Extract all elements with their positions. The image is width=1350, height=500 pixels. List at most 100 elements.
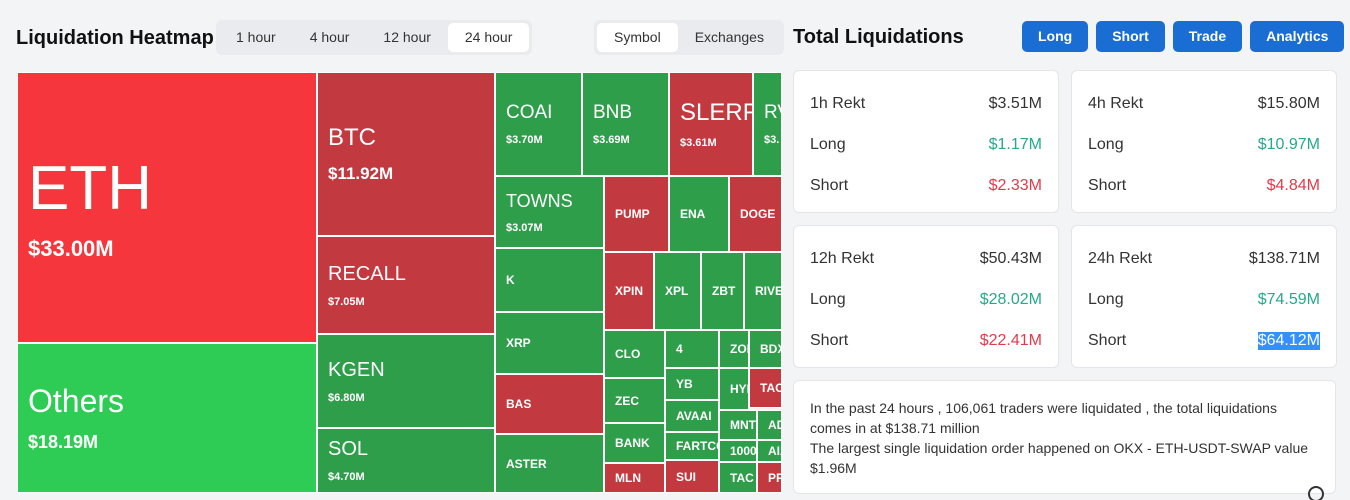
heatmap-tile[interactable]: ETH $33.00M [17, 72, 317, 343]
tile-label: COAI [506, 102, 553, 123]
tab[interactable]: 12 hour [383, 29, 431, 45]
heatmap-tile[interactable]: AVAAI [665, 400, 719, 432]
view-toggle: Symbol Exchanges [594, 20, 784, 55]
heatmap-tile[interactable]: XRP [495, 312, 604, 374]
heatmap-tile[interactable]: BNB $3.69M [582, 72, 669, 176]
row-value: $1.17M [988, 135, 1042, 153]
tile-label: ZOR [730, 342, 748, 356]
heatmap-tile[interactable]: COAI $3.70M [495, 72, 582, 176]
tile-value: $3.07M [506, 221, 543, 234]
tile-label: MLN [615, 471, 641, 485]
row-label: Long [810, 135, 846, 153]
row-label: Long [1088, 290, 1124, 308]
heatmap-tile[interactable]: TAC [719, 462, 757, 493]
tile-label: RECALL [328, 262, 406, 285]
tile-label: MNT [730, 418, 756, 432]
tile-label: HYI [730, 382, 749, 396]
card-title: 12h Rekt [810, 249, 875, 267]
heatmap-tile[interactable]: AD [757, 410, 782, 440]
heatmap-tile[interactable]: CLO [604, 330, 665, 378]
heatmap-tile[interactable]: TAC [749, 368, 782, 408]
button[interactable]: Trade [1172, 21, 1243, 52]
card-row: Short $2.33M [810, 165, 1042, 206]
summary-title: Total Liquidations [793, 26, 964, 48]
heatmap-tile[interactable]: SLERF $3.61M [669, 72, 753, 176]
card-header: 24h Rekt $138.71M [1088, 238, 1320, 279]
tile-label: TAC [760, 381, 782, 395]
tile-label: ZBT [712, 284, 736, 298]
row-label: Short [810, 331, 849, 349]
heatmap-tile[interactable]: PUMP [604, 176, 669, 252]
heatmap-tile[interactable]: XPIN [604, 252, 654, 330]
rekt-card: 1h Rekt $3.51M Long $1.17M Short $2.33M [793, 70, 1059, 213]
heatmap-tile[interactable]: FARTCO [665, 432, 719, 460]
info-line: The largest single liquidation order hap… [810, 440, 1309, 476]
heatmap-tile[interactable]: SUI [665, 460, 719, 493]
tile-label: 1000 [730, 444, 757, 458]
heatmap-tile[interactable]: 1000 [719, 440, 757, 462]
heatmap-tile[interactable]: RV $3. [753, 72, 782, 176]
heatmap-tile[interactable]: RECALL $7.05M [317, 236, 495, 334]
tab[interactable]: 4 hour [309, 29, 350, 45]
settings-icon[interactable] [1306, 484, 1326, 500]
tile-value: $11.92M [328, 164, 394, 183]
tile-label: XPIN [615, 284, 644, 298]
tile-value: $4.70M [328, 471, 365, 483]
heatmap-tile[interactable]: BAS [495, 374, 604, 434]
card-title: 1h Rekt [810, 94, 866, 112]
heatmap-tile[interactable]: MLN [604, 463, 665, 493]
heatmap-tile[interactable]: BDX [749, 330, 782, 368]
tile-label: DOGE [740, 207, 776, 221]
tile-label: ZEC [615, 393, 639, 408]
heatmap-tile[interactable]: KGEN $6.80M [317, 334, 495, 428]
tile-label: K [506, 273, 515, 287]
tile-label: KGEN [328, 358, 385, 381]
card-header: 1h Rekt $3.51M [810, 83, 1042, 124]
tile-label: PUMP [615, 207, 650, 221]
heatmap-tile[interactable]: PR [757, 462, 782, 493]
tile-value: $33.00M [28, 236, 114, 261]
heatmap-tile[interactable]: Others $18.19M [17, 343, 317, 493]
heatmap-tile[interactable]: ASTER [495, 434, 604, 493]
card-total: $50.43M [979, 249, 1042, 267]
rekt-card: 24h Rekt $138.71M Long $74.59M Short $64.12M [1071, 225, 1337, 368]
card-row: Long $74.59M [1088, 279, 1320, 320]
card-total: $138.71M [1248, 249, 1320, 267]
tab[interactable]: 24 hour [447, 23, 530, 52]
button[interactable]: Long [1022, 21, 1089, 52]
tile-label: AVAAI [676, 409, 712, 423]
heatmap-tile[interactable]: RIVE [744, 252, 782, 330]
rekt-card: 12h Rekt $50.43M Long $28.02M Short $22.41M [793, 225, 1059, 368]
tile-label: 4 [676, 342, 683, 356]
heatmap-tile[interactable]: BANK [604, 423, 665, 463]
heatmap-tile[interactable]: TOWNS $3.07M [495, 176, 604, 248]
button[interactable]: Short [1096, 21, 1165, 52]
heatmap-tile[interactable]: SOL $4.70M [317, 428, 495, 493]
heatmap-tile[interactable]: 4 [665, 330, 719, 368]
heatmap-tile[interactable]: ZEC [604, 378, 665, 423]
heatmap-tile[interactable]: DOGE [729, 176, 782, 252]
tile-label: TOWNS [506, 190, 573, 211]
row-label: Short [810, 176, 849, 194]
heatmap-tile[interactable]: YB [665, 368, 719, 400]
heatmap-tile[interactable]: BTC $11.92M [317, 72, 495, 236]
heatmap-tile[interactable]: AIA [757, 440, 782, 462]
tile-label: XPL [665, 284, 689, 298]
toggle-option[interactable]: Symbol [597, 23, 678, 52]
heatmap-tile[interactable]: XPL [654, 252, 701, 330]
tile-label: SOL [328, 438, 369, 460]
row-value: $22.41M [979, 331, 1042, 349]
heatmap-tile[interactable]: MNT [719, 410, 757, 440]
tab[interactable]: 1 hour [236, 29, 276, 45]
rekt-card: 4h Rekt $15.80M Long $10.97M Short $4.84M [1071, 70, 1337, 213]
card-title: 24h Rekt [1088, 249, 1153, 267]
toggle-option[interactable]: Exchanges [694, 29, 764, 45]
heatmap-tile[interactable]: ENA [669, 176, 729, 252]
heatmap-tile[interactable]: HYI [719, 368, 749, 410]
button[interactable]: Analytics [1250, 21, 1345, 52]
heatmap-tile[interactable]: ZOR [719, 330, 749, 368]
heatmap-tile[interactable]: K [495, 248, 604, 312]
tile-label: BNB [593, 102, 633, 123]
heatmap-tile[interactable]: ZBT [701, 252, 744, 330]
